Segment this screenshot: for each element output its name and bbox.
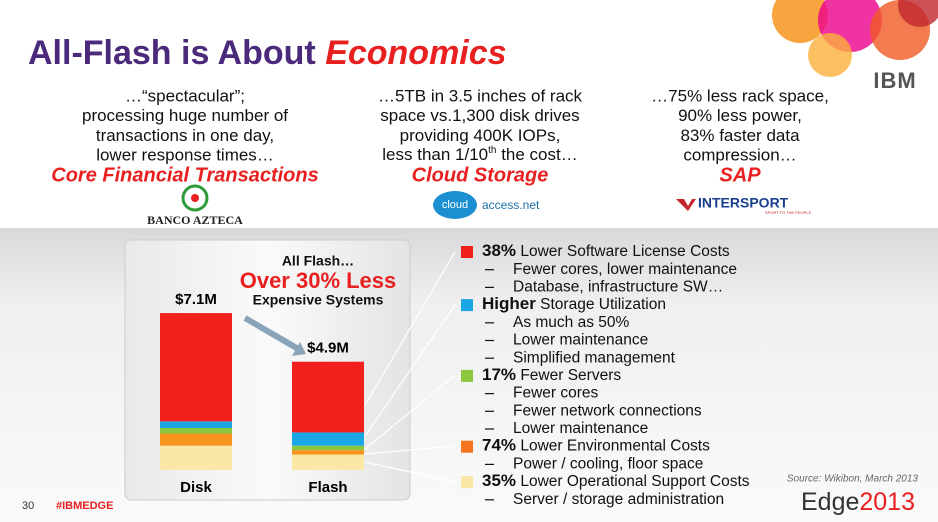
bar-segment bbox=[160, 313, 232, 422]
bullet bbox=[461, 369, 473, 382]
benefit: 38% Lower Software License Costs bbox=[482, 241, 730, 260]
bar-segment bbox=[292, 445, 364, 451]
event-name: Edge bbox=[801, 488, 859, 516]
title: All-Flash is About Economics bbox=[28, 34, 507, 72]
title-emph: Economics bbox=[325, 34, 506, 72]
arrow-head bbox=[292, 342, 306, 356]
quote-part: less than 1/10 bbox=[382, 145, 488, 164]
event-year: 2013 bbox=[859, 488, 915, 516]
highlight: 74% bbox=[482, 436, 516, 455]
sub-item: As much as 50% bbox=[513, 314, 630, 331]
bar-segment bbox=[160, 428, 232, 434]
sub-item: Lower maintenance bbox=[513, 420, 648, 437]
bullet bbox=[461, 299, 473, 312]
benefit: 17% Fewer Servers bbox=[482, 365, 621, 384]
logo-text: INTERSPORT bbox=[698, 195, 789, 211]
quote-line: …5TB in 3.5 inches of rack bbox=[378, 86, 583, 105]
benefit: 35% Lower Operational Support Costs bbox=[482, 472, 750, 491]
logo-text: BANCO AZTECA bbox=[147, 213, 243, 227]
quote-line: space vs.1,300 disk drives bbox=[380, 106, 579, 125]
benefit-text: Lower Software License Costs bbox=[516, 243, 730, 260]
sub-item: Lower maintenance bbox=[513, 332, 648, 349]
bar-segment bbox=[160, 445, 232, 470]
total-label: $4.9M bbox=[307, 340, 349, 357]
case-name: Cloud Storage bbox=[412, 164, 549, 186]
sub-item: Fewer cores, lower maintenance bbox=[513, 261, 737, 278]
sub-item: Database, infrastructure SW… bbox=[513, 278, 723, 295]
callout: Over 30% Less bbox=[240, 268, 397, 293]
source: Source: Wikibon, March 2013 bbox=[787, 474, 919, 485]
bar-segment bbox=[292, 450, 364, 455]
event: Edge2013 bbox=[801, 488, 915, 516]
sub-item: Fewer network connections bbox=[513, 402, 702, 419]
quote-line: compression… bbox=[683, 146, 796, 165]
connectors bbox=[364, 251, 456, 483]
quote-line: processing huge number of bbox=[82, 106, 288, 125]
sub-item: Server / storage administration bbox=[513, 491, 724, 508]
brand: IBM bbox=[873, 68, 916, 93]
case-name: SAP bbox=[719, 164, 761, 186]
highlight: 17% bbox=[482, 365, 516, 384]
bar-segment bbox=[160, 421, 232, 429]
bar-segment bbox=[292, 361, 364, 433]
sub-item: Fewer cores bbox=[513, 385, 599, 402]
arrow bbox=[243, 315, 302, 353]
bar-segment bbox=[160, 433, 232, 446]
sub-item: Power / cooling, floor space bbox=[513, 455, 703, 472]
total-label: $7.1M bbox=[175, 291, 217, 308]
logo-text: access.net bbox=[482, 198, 540, 212]
benefit-text: Storage Utilization bbox=[536, 296, 666, 313]
case-name: Core Financial Transactions bbox=[51, 164, 319, 186]
quote-line: 83% faster data bbox=[680, 126, 800, 145]
benefit: Higher Storage Utilization bbox=[482, 295, 666, 314]
quote-line: …“spectacular”; bbox=[125, 86, 245, 105]
quote-line: lower response times… bbox=[96, 146, 274, 165]
quote-line: …75% less rack space, bbox=[651, 86, 829, 105]
bullet bbox=[461, 440, 473, 453]
logo-text: cloud bbox=[442, 199, 468, 211]
callout: All Flash… bbox=[282, 253, 354, 269]
quote-line: less than 1/10th the cost… bbox=[382, 145, 577, 165]
logo-cloud: cloud access.net bbox=[433, 191, 540, 219]
logo-banco: BANCO AZTECA bbox=[147, 184, 243, 227]
benefit-text: Fewer Servers bbox=[516, 367, 621, 384]
bullet bbox=[461, 246, 473, 258]
highlight: 35% bbox=[482, 472, 516, 491]
category-label: Flash bbox=[308, 479, 347, 496]
benefit-text: Lower Environmental Costs bbox=[516, 438, 710, 455]
quote-line: 90% less power, bbox=[678, 106, 802, 125]
sub-item: Simplified management bbox=[513, 349, 676, 366]
highlight: 38% bbox=[482, 241, 516, 260]
logo-text: SPORT TO THE PEOPLE bbox=[765, 210, 812, 215]
benefit: 74% Lower Environmental Costs bbox=[482, 436, 710, 455]
highlight: Higher bbox=[482, 295, 536, 314]
flower bbox=[772, 0, 938, 77]
logo-intersport: INTERSPORT SPORT TO THE PEOPLE bbox=[676, 195, 812, 215]
quote-line: transactions in one day, bbox=[96, 126, 274, 145]
superscript: th bbox=[488, 145, 496, 156]
quote-line: providing 400K IOPs, bbox=[400, 126, 561, 145]
bar-segment bbox=[292, 432, 364, 446]
callout: Expensive Systems bbox=[253, 292, 384, 308]
bar-segment bbox=[292, 454, 364, 470]
quote-part: the cost… bbox=[496, 145, 577, 164]
page-number: 30 bbox=[22, 500, 34, 512]
category-label: Disk bbox=[180, 479, 212, 496]
tag: #IBMEDGE bbox=[56, 500, 113, 512]
title-text: All-Flash is About bbox=[28, 34, 325, 72]
benefit-text: Lower Operational Support Costs bbox=[516, 473, 750, 490]
bullet bbox=[461, 476, 473, 489]
